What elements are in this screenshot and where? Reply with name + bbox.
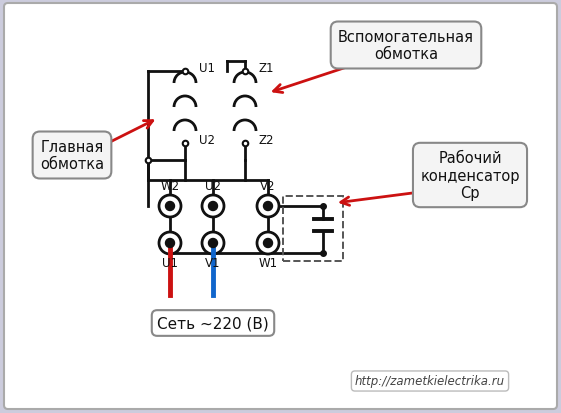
Circle shape <box>257 195 279 218</box>
Circle shape <box>209 202 218 211</box>
Text: W2: W2 <box>160 180 180 192</box>
Circle shape <box>202 233 224 254</box>
Text: Z2: Z2 <box>259 133 274 146</box>
FancyBboxPatch shape <box>4 4 557 409</box>
Circle shape <box>165 202 174 211</box>
Circle shape <box>165 239 174 248</box>
Text: Вспомогательная
обмотка: Вспомогательная обмотка <box>338 30 474 62</box>
Text: U2: U2 <box>205 180 221 192</box>
Text: Главная
обмотка: Главная обмотка <box>40 140 104 172</box>
Circle shape <box>159 195 181 218</box>
Text: http://zametkielectrika.ru: http://zametkielectrika.ru <box>355 375 505 387</box>
Text: U2: U2 <box>199 133 215 146</box>
Text: V1: V1 <box>205 256 220 269</box>
Text: U1: U1 <box>162 256 178 269</box>
Text: Сеть ~220 (В): Сеть ~220 (В) <box>157 316 269 331</box>
Circle shape <box>257 233 279 254</box>
Circle shape <box>202 195 224 218</box>
Circle shape <box>209 239 218 248</box>
Circle shape <box>264 239 273 248</box>
Circle shape <box>159 233 181 254</box>
Circle shape <box>264 202 273 211</box>
Text: Рабочий
конденсатор
Ср: Рабочий конденсатор Ср <box>420 151 519 200</box>
Text: W1: W1 <box>259 256 278 269</box>
Text: Z1: Z1 <box>259 62 274 74</box>
Text: U1: U1 <box>199 62 215 74</box>
Text: V2: V2 <box>260 180 276 192</box>
